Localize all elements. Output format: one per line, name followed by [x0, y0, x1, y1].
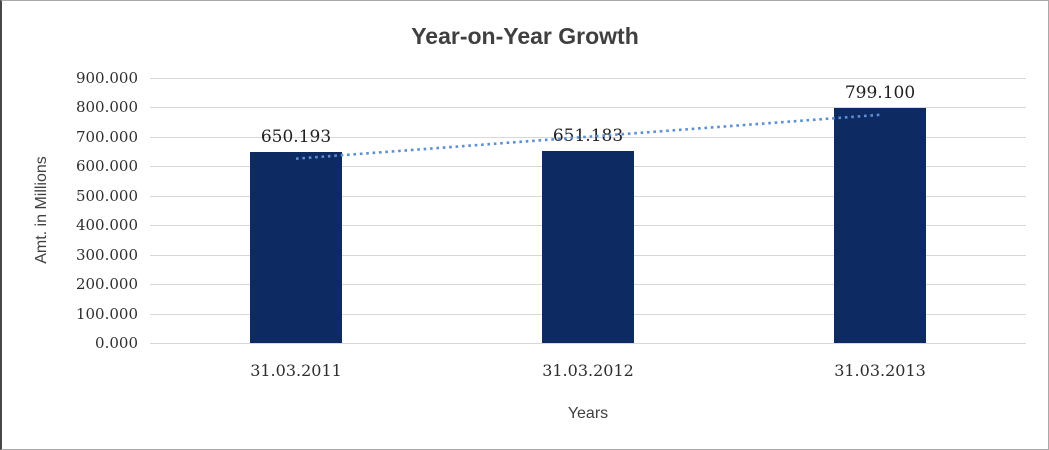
y-axis-label: 800.000: [75, 98, 138, 117]
gridline: [150, 107, 1026, 109]
x-axis-label: 31.03.2013: [834, 361, 926, 380]
x-axis-title: Years: [567, 405, 609, 422]
plot-area: 650.193 651.183 799.100: [150, 78, 1026, 344]
y-axis-label: 100.000: [75, 304, 138, 323]
bar-value-label: 650.193: [260, 126, 332, 147]
x-axis-label: 31.03.2012: [542, 361, 634, 380]
gridline: [150, 136, 1026, 138]
bar-31.03.2011: [250, 151, 342, 343]
bar-value-label: 799.100: [844, 82, 916, 103]
y-axis-label: 300.000: [75, 245, 138, 264]
trendline: [295, 113, 881, 160]
y-axis-label: 600.000: [75, 157, 138, 176]
y-axis-label: 900.000: [75, 69, 138, 87]
gridline: [150, 343, 1026, 344]
y-axis-label: 200.000: [75, 275, 138, 294]
y-axis-label: 500.000: [75, 186, 138, 205]
y-axis-label: 400.000: [75, 216, 138, 235]
gridline: [150, 78, 1026, 79]
bar-31.03.2013: [834, 107, 926, 343]
x-axis-label: 31.03.2011: [250, 361, 342, 380]
bar-value-label: 651.183: [552, 126, 624, 147]
bar-31.03.2012: [542, 151, 634, 343]
chart-title: Year-on-Year Growth: [411, 23, 639, 49]
y-axis-label: 0.000: [95, 334, 138, 352]
y-axis-label: 700.000: [75, 127, 138, 146]
